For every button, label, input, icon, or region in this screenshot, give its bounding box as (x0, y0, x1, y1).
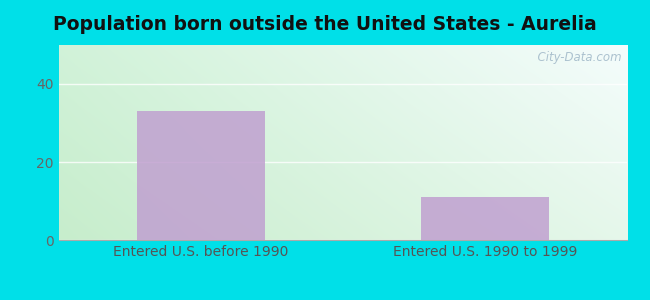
Bar (421, 197, 549, 240)
Text: City-Data.com: City-Data.com (530, 51, 621, 64)
Bar (136, 111, 265, 240)
Text: Population born outside the United States - Aurelia: Population born outside the United State… (53, 15, 597, 34)
